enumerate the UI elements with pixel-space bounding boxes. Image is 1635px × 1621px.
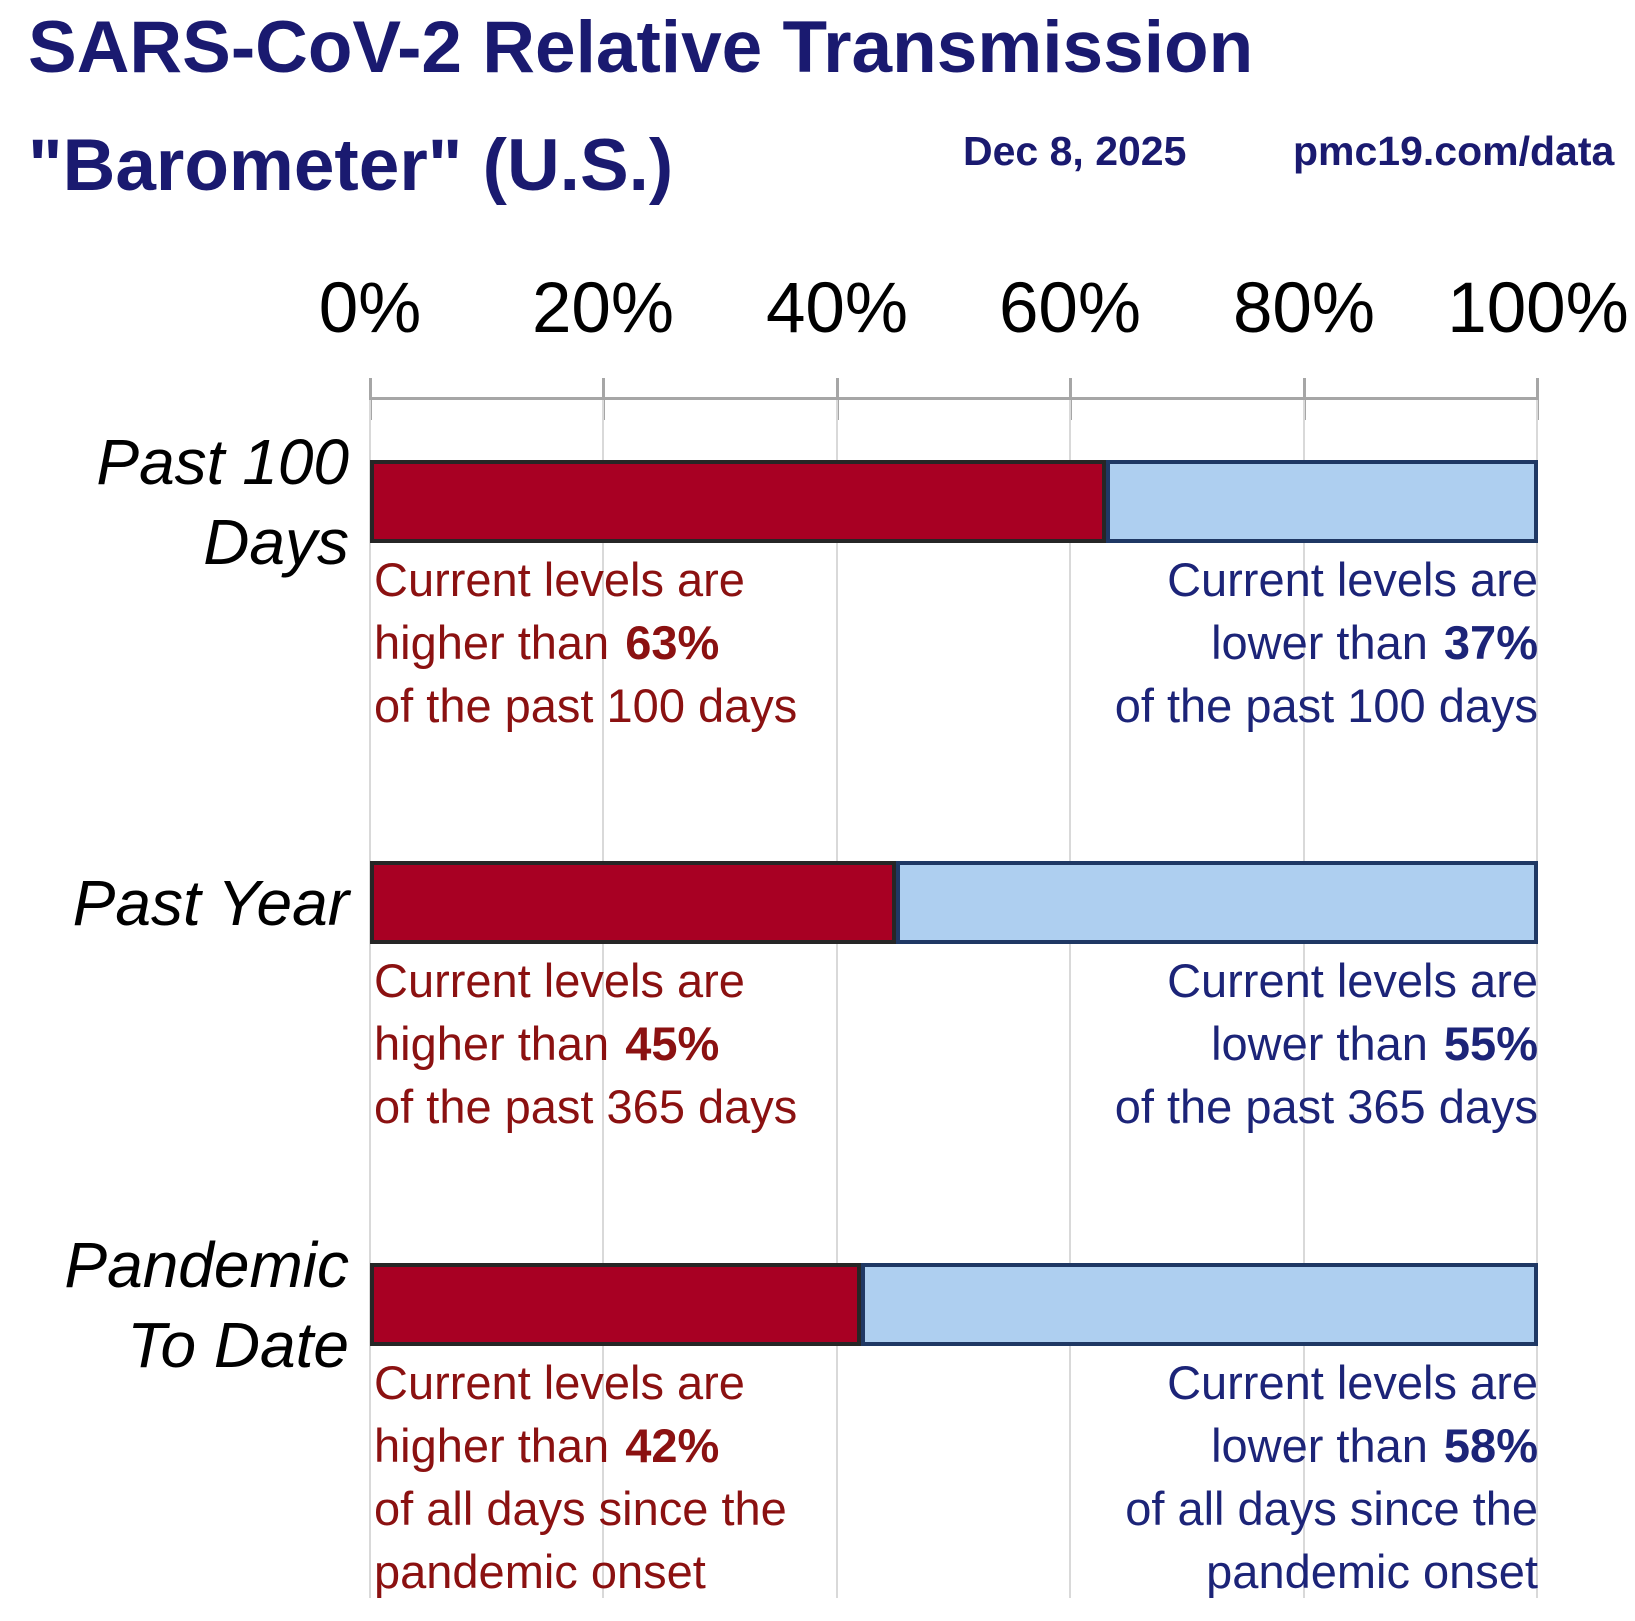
axis-tick-label-100: 100%: [1447, 269, 1629, 348]
higher-percent-value: 45%: [625, 1017, 720, 1070]
axis-tick-label-60: 60%: [998, 269, 1142, 348]
gridline-80: [1303, 400, 1305, 1598]
axis-tick-label-80: 80%: [1232, 269, 1376, 348]
row-label-past-year: Past Year: [72, 866, 349, 939]
chart-title-line1: SARS-CoV-2 Relative Transmission: [28, 7, 1254, 88]
stacked-bar-pandemic-to-date: [370, 1263, 1538, 1346]
gridline-0: [369, 400, 371, 1598]
axis-tick-label-0: 0%: [318, 269, 422, 348]
axis-tick-mark: [602, 378, 605, 420]
stacked-bar-past-year: [370, 861, 1538, 944]
gridline-100: [1536, 400, 1538, 1598]
bar-segment-lower: [1105, 460, 1538, 543]
bar-segment-higher: [370, 1263, 861, 1346]
bar-segment-lower: [860, 1263, 1538, 1346]
row-label-past-100-days: Past 100 Days: [96, 425, 349, 578]
axis-tick-mark: [1536, 378, 1539, 420]
chart-title-line2: "Barometer" (U.S.): [28, 125, 674, 206]
axis-tick-mark: [1069, 378, 1072, 420]
axis-tick-mark: [369, 378, 372, 420]
lower-percent-value: 37%: [1443, 616, 1538, 669]
bar-segment-lower: [895, 861, 1538, 944]
stacked-bar-past-100-days: [370, 460, 1538, 543]
annotation-higher-past-100-days: Current levels are higher than 63% of the…: [374, 553, 798, 732]
annotation-higher-past-year: Current levels are higher than 45% of the…: [374, 954, 798, 1133]
axis-tick-mark: [836, 378, 839, 420]
annotation-lower-pandemic-to-date: Current levels are lower than 58% of all …: [1125, 1356, 1538, 1598]
bar-segment-higher: [370, 460, 1106, 543]
higher-percent-value: 42%: [625, 1419, 720, 1472]
annotation-higher-pandemic-to-date: Current levels are higher than 42% of all…: [374, 1356, 787, 1598]
source-url-label: pmc19.com/data: [1293, 128, 1615, 174]
axis-tick-mark: [1303, 378, 1306, 420]
x-axis-line: [370, 397, 1538, 400]
row-label-pandemic-to-date: Pandemic To Date: [64, 1228, 349, 1381]
annotation-lower-past-year: Current levels are lower than 55% of the …: [1114, 954, 1538, 1133]
annotation-lower-past-100-days: Current levels are lower than 37% of the …: [1114, 553, 1538, 732]
lower-percent-value: 55%: [1443, 1017, 1538, 1070]
gridline-40: [836, 400, 838, 1598]
gridline-20: [602, 400, 604, 1598]
higher-percent-value: 63%: [625, 616, 720, 669]
lower-percent-value: 58%: [1443, 1419, 1538, 1472]
axis-tick-label-20: 20%: [531, 269, 675, 348]
bar-segment-higher: [370, 861, 896, 944]
axis-tick-label-40: 40%: [765, 269, 909, 348]
date-label: Dec 8, 2025: [963, 128, 1187, 174]
gridline-60: [1069, 400, 1071, 1598]
